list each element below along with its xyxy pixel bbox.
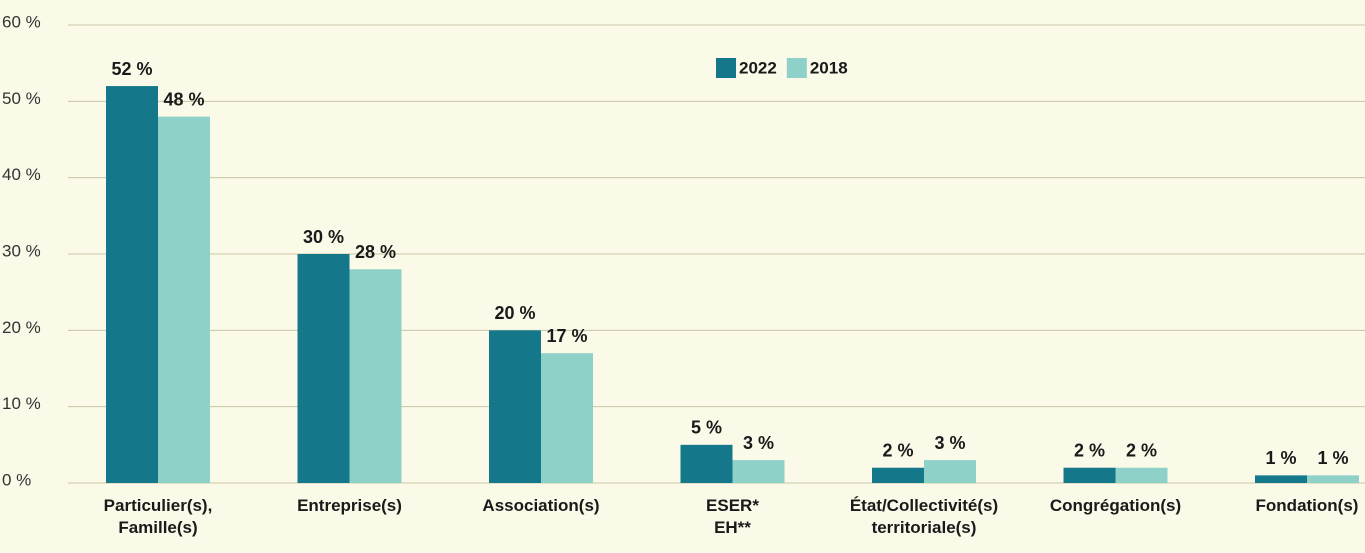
y-tick-label: 0 % bbox=[2, 470, 31, 489]
bar bbox=[1063, 467, 1116, 483]
value-label: 1 % bbox=[1265, 448, 1296, 468]
x-tick-label: Fondation(s) bbox=[1255, 496, 1359, 515]
value-label: 3 % bbox=[934, 433, 965, 453]
value-label: 28 % bbox=[355, 242, 396, 262]
value-label: 5 % bbox=[691, 418, 722, 438]
bar bbox=[924, 460, 976, 483]
bar bbox=[872, 467, 924, 483]
legend-swatch bbox=[716, 58, 736, 78]
x-tick-label: Congrégation(s) bbox=[1049, 496, 1182, 515]
bar bbox=[732, 460, 785, 483]
bar bbox=[680, 444, 733, 483]
value-label: 2 % bbox=[1074, 440, 1105, 460]
bar bbox=[106, 86, 158, 484]
x-tick-label: ESER* EH** bbox=[706, 496, 759, 537]
bar bbox=[297, 254, 350, 483]
value-label: 2 % bbox=[882, 440, 913, 460]
x-tick-label: Particulier(s), Famille(s) bbox=[103, 496, 213, 537]
x-tick-label: État/Collectivité(s) territoriale(s) bbox=[849, 496, 999, 537]
bar bbox=[1307, 475, 1359, 483]
bar bbox=[1115, 467, 1168, 483]
legend-swatch bbox=[786, 58, 807, 78]
y-tick-label: 60 % bbox=[2, 12, 41, 31]
x-tick-label: Entreprise(s) bbox=[297, 496, 402, 515]
value-label: 30 % bbox=[303, 227, 344, 247]
value-label: 1 % bbox=[1317, 448, 1348, 468]
bar bbox=[158, 116, 210, 483]
value-label: 20 % bbox=[494, 303, 535, 323]
y-tick-label: 20 % bbox=[2, 318, 41, 337]
bar bbox=[541, 353, 593, 483]
value-label: 52 % bbox=[111, 59, 152, 79]
y-tick-label: 40 % bbox=[2, 165, 41, 184]
bar bbox=[349, 269, 402, 483]
value-label: 3 % bbox=[743, 433, 774, 453]
legend-label: 2022 bbox=[739, 58, 777, 77]
legend-label: 2018 bbox=[810, 58, 848, 77]
y-tick-label: 10 % bbox=[2, 394, 41, 413]
y-tick-label: 50 % bbox=[2, 89, 41, 108]
value-label: 2 % bbox=[1126, 440, 1157, 460]
value-label: 17 % bbox=[546, 326, 587, 346]
y-tick-label: 30 % bbox=[2, 241, 41, 260]
bar bbox=[489, 330, 541, 483]
bar bbox=[1255, 475, 1307, 483]
x-tick-label: Association(s) bbox=[482, 496, 600, 515]
value-label: 48 % bbox=[163, 89, 204, 109]
